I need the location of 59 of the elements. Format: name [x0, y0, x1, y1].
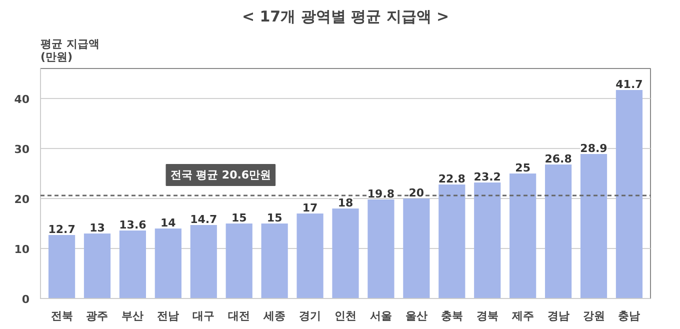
x-tick-label: 충북 [440, 310, 463, 322]
data-label: 18 [338, 196, 354, 210]
data-label: 28.9 [580, 142, 608, 155]
x-tick-label: 인천 [334, 310, 356, 322]
bar [474, 182, 501, 298]
y-axis-title: 평균 지급액 (만원) [40, 38, 100, 64]
bar [438, 184, 466, 298]
y-tick-label: 30 [14, 143, 30, 156]
bar [368, 200, 394, 298]
data-label: 14.7 [190, 213, 218, 226]
data-label: 13 [90, 222, 105, 234]
data-label: 22.8 [438, 172, 466, 186]
x-tick-label: 제주 [510, 310, 534, 322]
bar [510, 174, 536, 298]
bar [580, 154, 608, 298]
data-label: 25 [515, 162, 530, 174]
x-tick-label: 대구 [192, 310, 215, 322]
data-label: 20 [408, 186, 424, 200]
data-label: 15 [231, 212, 247, 224]
x-tick-label: 전남 [157, 310, 180, 322]
x-tick-label: 세종 [262, 310, 286, 322]
x-tick-label: 부산 [122, 310, 144, 322]
y-tick-label: 0 [22, 293, 30, 306]
x-tick-label: 서울 [370, 310, 392, 322]
data-label: 19.8 [367, 188, 395, 200]
bar [332, 208, 359, 298]
x-tick-label: 경북 [476, 310, 498, 322]
x-tick-label: 충남 [618, 310, 640, 322]
x-tick-label: 강원 [582, 310, 605, 322]
bar [403, 198, 430, 298]
chart-title: < 17개 광역별 평균 지급액 > [242, 8, 450, 26]
data-label: 26.8 [544, 152, 572, 166]
data-label: 17 [302, 202, 318, 214]
bar [296, 214, 324, 298]
bar [154, 228, 182, 298]
y-tick-label: 40 [14, 93, 30, 106]
bar [84, 234, 111, 298]
bar [616, 90, 643, 298]
bar [261, 224, 288, 298]
data-label: 13.6 [119, 218, 147, 232]
ref-line-label: 전국 평균 20.6만원 [170, 168, 272, 182]
data-label: 14 [160, 216, 176, 230]
x-tick-label: 대전 [228, 310, 250, 322]
data-label: 41.7 [616, 78, 643, 91]
data-label: 15 [266, 212, 282, 224]
x-tick-label: 광주 [86, 310, 108, 322]
x-tick-label: 전북 [50, 310, 73, 322]
data-label: 12.7 [48, 223, 76, 236]
bar [190, 225, 217, 298]
x-tick-label: 경기 [299, 310, 322, 322]
bar [48, 235, 76, 298]
y-tick-label: 10 [14, 243, 30, 256]
x-tick-label: 경남 [547, 310, 570, 322]
y-tick-label: 20 [14, 193, 30, 206]
bar [119, 230, 146, 298]
bar [544, 164, 572, 298]
bar [226, 224, 252, 298]
x-tick-label: 울산 [405, 310, 428, 322]
data-label: 23.2 [474, 170, 501, 184]
